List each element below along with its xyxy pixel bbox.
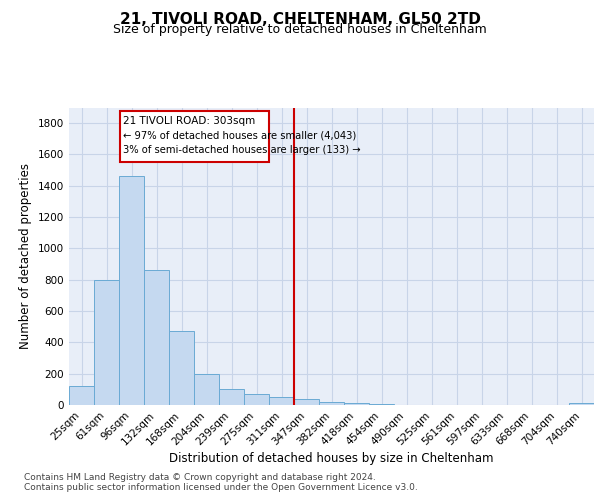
Y-axis label: Number of detached properties: Number of detached properties [19,163,32,350]
X-axis label: Distribution of detached houses by size in Cheltenham: Distribution of detached houses by size … [169,452,494,466]
Bar [119,176,144,405]
Bar [120,112,269,162]
Bar [269,397,294,405]
Bar [144,270,169,405]
Text: Contains HM Land Registry data © Crown copyright and database right 2024.: Contains HM Land Registry data © Crown c… [24,472,376,482]
Bar [344,402,369,405]
Text: 3% of semi-detached houses are larger (133) →: 3% of semi-detached houses are larger (1… [123,145,361,155]
Bar [369,404,394,405]
Bar [194,374,219,405]
Bar [69,386,94,405]
Bar [569,404,594,405]
Bar [94,280,119,405]
Text: Size of property relative to detached houses in Cheltenham: Size of property relative to detached ho… [113,24,487,36]
Text: ← 97% of detached houses are smaller (4,043): ← 97% of detached houses are smaller (4,… [123,130,356,140]
Text: 21 TIVOLI ROAD: 303sqm: 21 TIVOLI ROAD: 303sqm [123,116,255,126]
Bar [319,402,344,405]
Text: 21, TIVOLI ROAD, CHELTENHAM, GL50 2TD: 21, TIVOLI ROAD, CHELTENHAM, GL50 2TD [119,12,481,28]
Bar [219,388,244,405]
Text: Contains public sector information licensed under the Open Government Licence v3: Contains public sector information licen… [24,484,418,492]
Bar [294,399,319,405]
Bar [169,330,194,405]
Bar [244,394,269,405]
